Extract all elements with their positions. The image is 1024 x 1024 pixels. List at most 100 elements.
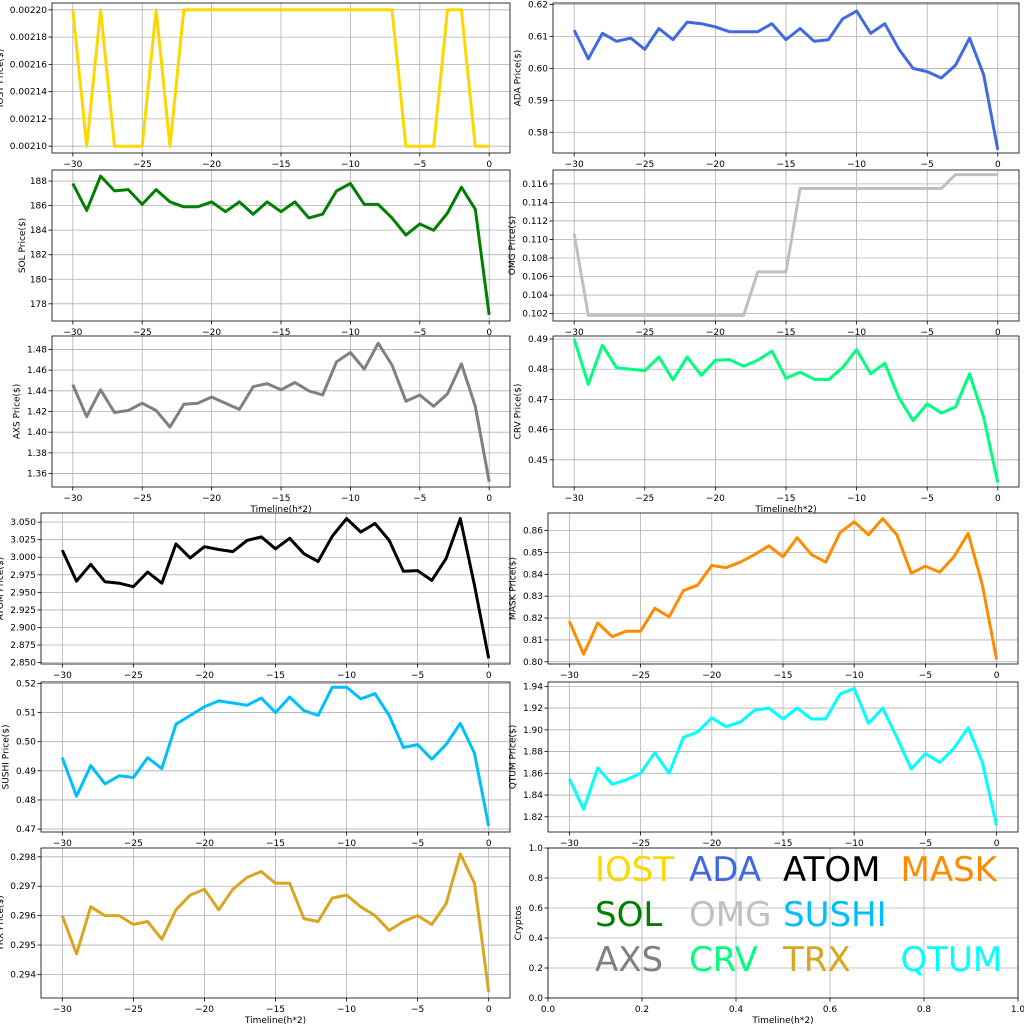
- y-tick-label: 0.00220: [10, 6, 47, 16]
- axes-frame: [51, 2, 511, 154]
- x-tick-label: −10: [847, 494, 866, 504]
- y-tick-label: 180: [30, 275, 47, 285]
- x-tick-label: −25: [635, 494, 654, 504]
- y-tick-label: 0.45: [528, 456, 548, 466]
- axes-frame: [547, 847, 1019, 999]
- y-axis-label: AXS Price($): [13, 384, 23, 440]
- panel-crv: −30 −25 −20 −15 −10 −5 0 0.45 0.46 0.47 0.48 0.49 CR…: [514, 335, 1020, 515]
- x-tick-label: −25: [631, 839, 650, 849]
- y-tick-label: 0.50: [16, 738, 36, 748]
- panel-sushi: −30 −25 −20 −15 −10 −5 0 0.47 0.48 0.49 0.50 0.51 0.…: [2, 679, 511, 849]
- y-tick-label: 188: [30, 177, 47, 187]
- x-tick-label: −5: [411, 1005, 424, 1015]
- y-tick-label: 0.80: [523, 658, 543, 668]
- y-tick-label: 0.114: [522, 198, 548, 208]
- y-tick-label: 0.47: [528, 395, 548, 405]
- x-tick-label: −10: [337, 671, 356, 681]
- y-tick-label: 0.00212: [10, 115, 47, 125]
- x-tick-label: −15: [777, 328, 796, 338]
- x-tick-label: −30: [560, 671, 579, 681]
- y-tick-label: 0.00210: [10, 142, 47, 152]
- y-tick-label: 2.875: [10, 641, 36, 651]
- x-tick-label: −15: [774, 671, 793, 681]
- y-tick-label: 0.8: [529, 874, 544, 884]
- x-tick-label: −30: [53, 839, 72, 849]
- y-axis-label: ADA Price($): [514, 50, 524, 107]
- x-axis-label: Timeline(h*2): [244, 1016, 306, 1024]
- x-tick-label: −10: [847, 160, 866, 170]
- x-tick-label: −20: [202, 494, 221, 504]
- x-tick-label: −15: [272, 328, 291, 338]
- legend-label-iost: IOST: [595, 850, 674, 890]
- legend-label-axs: AXS: [595, 940, 663, 980]
- y-tick-label: 1.92: [523, 704, 543, 714]
- panel-mask: −30 −25 −20 −15 −10 −5 0 0.80 0.81 0.82 0.83 0.84 0.…: [509, 512, 1019, 681]
- panel-iost: −30 −25 −20 −15 −10 −5 0 0.00210 0.00212 0.00214 0…: [0, 2, 511, 170]
- y-tick-label: 0.51: [16, 709, 36, 719]
- x-axis-label: Timeline(h*2): [249, 505, 311, 515]
- y-tick-label: 3.000: [10, 553, 36, 563]
- panel-omg: −30 −25 −20 −15 −10 −5 0 0.102 0.104 0.106 0.108 0.…: [508, 169, 1020, 338]
- x-tick-label: −15: [266, 671, 285, 681]
- x-tick-label: −5: [919, 671, 932, 681]
- y-tick-label: 0.2: [529, 964, 543, 974]
- x-tick-label: 0: [486, 839, 492, 849]
- y-tick-label: 0.00216: [10, 60, 47, 70]
- x-axis-label: Timeline(h*2): [754, 505, 816, 515]
- y-tick-label: 1.36: [27, 470, 47, 480]
- y-axis-label: ATOM Price($): [0, 557, 6, 620]
- x-tick-label: −25: [124, 671, 143, 681]
- x-tick-label: 0: [486, 160, 492, 170]
- y-tick-label: 0.58: [528, 128, 548, 138]
- y-tick-label: 0.84: [523, 570, 543, 580]
- x-tick-label: −20: [702, 839, 721, 849]
- y-tick-label: 1.38: [27, 449, 47, 459]
- x-tick-label: −25: [635, 160, 654, 170]
- y-tick-label: 2.850: [10, 659, 36, 669]
- x-tick-label: −15: [272, 494, 291, 504]
- y-tick-label: 0.00214: [10, 88, 47, 98]
- x-tick-label: −20: [195, 1005, 214, 1015]
- x-tick-label: −30: [53, 671, 72, 681]
- y-tick-label: 0.83: [523, 592, 543, 602]
- legend-label-trx: TRX: [782, 940, 851, 980]
- x-tick-label: 0: [995, 328, 1001, 338]
- y-tick-label: 0.4: [529, 934, 544, 944]
- x-tick-label: 0.2: [635, 1005, 649, 1015]
- x-tick-label: −25: [631, 671, 650, 681]
- y-tick-label: 0.102: [522, 310, 548, 320]
- x-tick-label: −30: [53, 1005, 72, 1015]
- x-tick-label: −20: [706, 328, 725, 338]
- y-tick-label: 1.40: [27, 428, 47, 438]
- x-tick-label: −30: [63, 160, 82, 170]
- y-tick-label: 1.86: [523, 769, 543, 779]
- y-tick-label: 0.85: [523, 548, 543, 558]
- x-tick-label: 0: [486, 671, 492, 681]
- panel-sol: −30 −25 −20 −15 −10 −5 0 178 180 182 184 186 188 SOL …: [18, 169, 511, 338]
- x-tick-label: −30: [560, 839, 579, 849]
- legend-label-omg: OMG: [689, 895, 771, 935]
- x-tick-label: −30: [63, 494, 82, 504]
- x-tick-label: −25: [124, 839, 143, 849]
- x-tick-label: −20: [195, 839, 214, 849]
- y-tick-label: 1.94: [523, 682, 543, 692]
- axes-frame: [40, 847, 511, 999]
- axes-frame: [40, 681, 511, 833]
- y-tick-label: 182: [30, 251, 47, 261]
- y-tick-label: 0.62: [528, 1, 548, 11]
- y-tick-label: 0.46: [528, 426, 548, 436]
- legend-label-mask: MASK: [901, 850, 999, 890]
- y-tick-label: 1.90: [523, 726, 543, 736]
- y-axis-label: QTUM Price($): [509, 725, 519, 790]
- x-tick-label: −30: [565, 160, 584, 170]
- x-tick-label: −10: [341, 328, 360, 338]
- y-tick-label: 0.49: [16, 767, 36, 777]
- y-tick-label: 0.82: [523, 614, 543, 624]
- axes-frame: [552, 335, 1020, 488]
- x-tick-label: 0: [994, 671, 1000, 681]
- x-tick-label: −20: [706, 494, 725, 504]
- y-tick-label: 0.294: [10, 970, 36, 980]
- x-tick-label: 0.0: [541, 1005, 556, 1015]
- y-tick-label: 186: [30, 202, 47, 212]
